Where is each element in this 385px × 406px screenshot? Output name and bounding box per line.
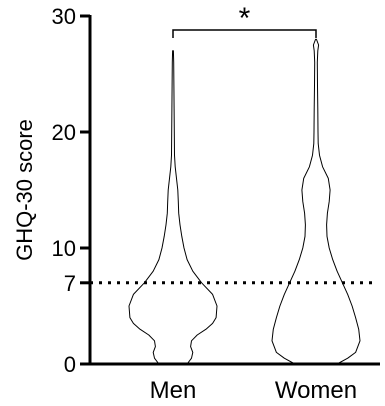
significance-bracket-line	[172, 29, 317, 38]
violin-men	[128, 50, 218, 365]
y-ticks: 0 7 10 20 30	[52, 4, 90, 377]
y-tick-label-7: 7	[64, 271, 76, 296]
y-tick-label-20: 20	[52, 120, 76, 145]
y-tick-label-10: 10	[52, 236, 76, 261]
y-tick-label-30: 30	[52, 4, 76, 29]
violin-women	[271, 38, 361, 365]
category-label-men: Men	[150, 377, 197, 404]
y-tick-label-0: 0	[64, 352, 76, 377]
violins	[128, 38, 361, 365]
category-labels: Men Women	[150, 377, 357, 404]
y-axis-title: GHQ-30 score	[12, 119, 37, 261]
category-label-women: Women	[275, 377, 357, 404]
significance-star: *	[239, 2, 251, 35]
significance-bracket: *	[172, 2, 317, 38]
